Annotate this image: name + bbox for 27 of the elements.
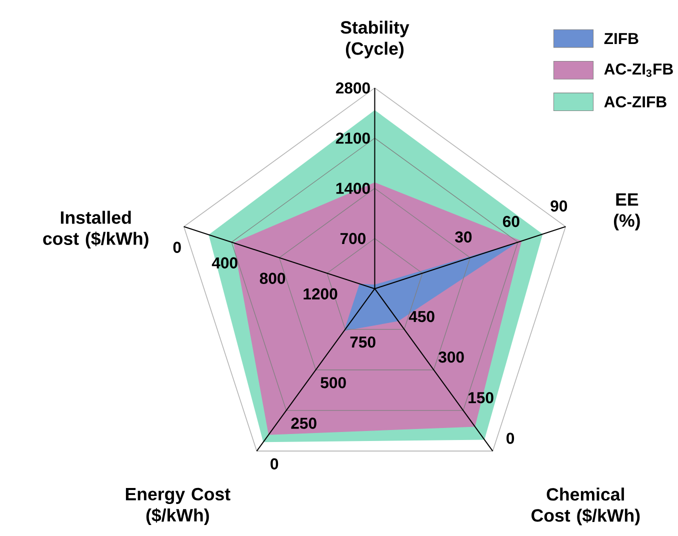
text: 60	[502, 216, 520, 228]
spoke-label: Energy Cost ($/kWh)	[126, 488, 230, 526]
text: 300	[438, 352, 464, 363]
text: 150	[468, 392, 494, 404]
legend-label: ZIFB	[604, 33, 638, 44]
text: 400	[212, 257, 238, 269]
text: 750	[350, 336, 376, 348]
text: 250	[291, 418, 316, 429]
text: 0	[173, 242, 181, 254]
text: 30	[455, 231, 472, 243]
text: 2100	[336, 132, 370, 144]
spoke-label: EE (%)	[614, 193, 640, 230]
text: 2800	[336, 82, 370, 94]
spoke-label: Stability (Cycle)	[340, 20, 410, 58]
text: 800	[260, 272, 286, 284]
spoke-label: Chemical Cost ($/kWh)	[531, 488, 640, 526]
text: 1200	[304, 288, 338, 300]
text: 0	[270, 458, 278, 470]
spoke-label: Installed cost ($/kWh)	[43, 210, 148, 249]
legend-label: AC-ZIFB	[604, 96, 666, 108]
legend-label: AC-ZI$_{3}$FB	[604, 63, 673, 78]
text: 90	[550, 200, 568, 212]
text: 0	[506, 432, 514, 444]
text: 450	[408, 310, 434, 322]
text: 500	[320, 377, 346, 388]
text: 1400	[336, 182, 370, 194]
text: 700	[340, 232, 366, 244]
